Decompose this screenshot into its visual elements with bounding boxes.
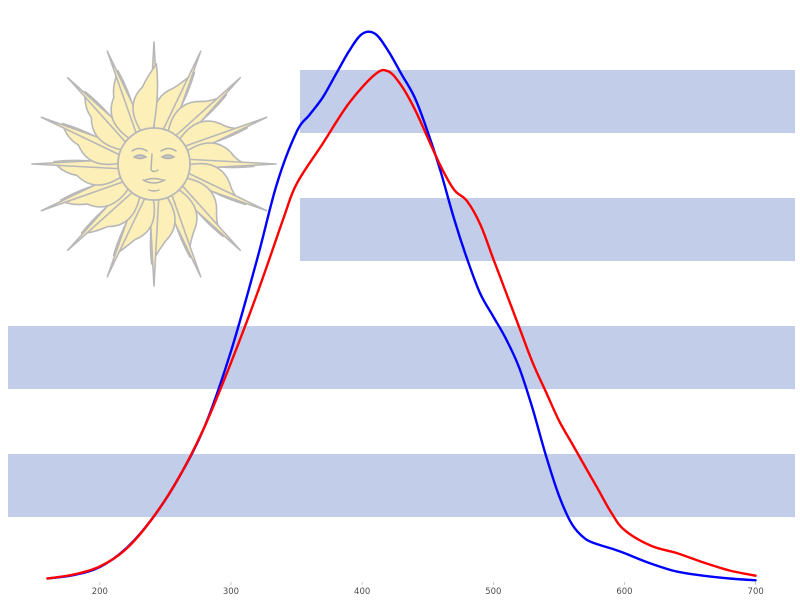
sun-wavy-ray [132, 63, 159, 134]
sun-right-brow [160, 147, 177, 152]
sun-left-brow [131, 147, 148, 152]
sun-right-eye [160, 154, 176, 160]
sun-face [117, 127, 191, 201]
x-tick-label: 500 [485, 587, 501, 597]
x-tick-label: 400 [354, 587, 370, 597]
x-axis: 200 300 400 500 600 700 [92, 582, 764, 597]
sun-lips [144, 177, 164, 181]
flag-stripe-2 [300, 198, 795, 261]
sun-chin [148, 189, 160, 192]
sun-nose [150, 153, 159, 173]
density-series-line-2 [46, 68, 757, 580]
density-series-line-1 [46, 30, 757, 582]
sun-of-may-emblem [31, 41, 277, 287]
x-tick-label: 300 [223, 587, 239, 597]
x-tick-label: 200 [92, 587, 108, 597]
x-tick-label: 600 [616, 587, 632, 597]
flag-stripe-3 [8, 326, 795, 389]
flag-stripe-1 [300, 70, 795, 133]
density-curves [46, 30, 757, 582]
flag-stripe-4 [8, 454, 795, 517]
sun-rays [31, 41, 277, 287]
flag-stripes [8, 70, 795, 517]
sun-left-eye [132, 154, 148, 160]
x-tick-label: 700 [748, 587, 764, 597]
sun-mouth [142, 179, 166, 184]
